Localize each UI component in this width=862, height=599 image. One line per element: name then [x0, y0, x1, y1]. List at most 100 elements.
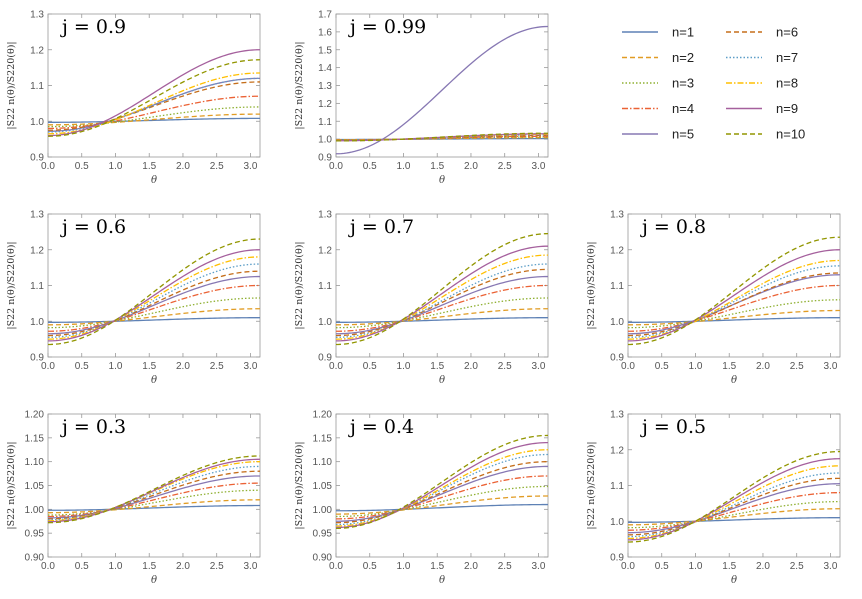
series-line-n-7: [47, 77, 261, 133]
series-line-n-1: [48, 117, 260, 123]
series-lines: [47, 238, 261, 346]
series-line-n-4: [627, 492, 841, 531]
series-line-n-4: [335, 475, 549, 520]
legend-label: n=4: [672, 101, 694, 116]
legend-item: n=9: [726, 101, 798, 116]
x-tick-label: 0.0: [329, 161, 343, 172]
y-tick-label: 1.3: [318, 81, 332, 92]
legend-item: n=2: [622, 50, 694, 65]
series-line-n-3: [47, 489, 261, 516]
x-tick-label: 1.0: [689, 361, 703, 372]
y-tick-label: 1.00: [313, 505, 333, 516]
legend-label: n=9: [776, 101, 798, 116]
panels: 0.9 1.0 1.1 1.2 1.3 0.0 0.5 1.0 1.5 2.0 2.5 3.0 θ |S2…: [6, 10, 841, 586]
series-line-n-2: [336, 308, 548, 326]
legend-item: n=8: [726, 76, 798, 91]
y-tick-label: 1.2: [318, 245, 332, 256]
legend-label: n=7: [776, 50, 798, 65]
series-line-n-9: [47, 249, 261, 342]
y-tick-label: 1.1: [318, 117, 332, 128]
legend-label: n=10: [776, 127, 805, 142]
y-tick-label: 1.10: [313, 457, 333, 468]
series-line-n-3: [627, 500, 841, 529]
series-line-n-8: [47, 461, 261, 522]
x-axis-label: θ: [731, 575, 737, 586]
series-line-n-6: [47, 270, 261, 337]
y-tick-label: 1.0: [610, 517, 624, 528]
panel-title: j = 0.6: [60, 216, 126, 238]
series-line-n-4: [47, 95, 261, 130]
y-tick-label: 1.0: [318, 135, 332, 146]
y-tick-label: 0.95: [25, 529, 45, 540]
series-line-n-9: [47, 458, 261, 523]
series-line-n-3: [47, 106, 261, 128]
series-line-n-9: [47, 49, 261, 137]
y-tick-label: 1.5: [318, 45, 332, 56]
x-tick-label: 0.5: [75, 161, 89, 172]
series-line-n-10: [47, 59, 261, 137]
y-axis-label: |S22 n(θ)/S220(θ)|: [6, 241, 17, 329]
x-tick-label: 2.5: [210, 361, 224, 372]
y-tick-label: 0.9: [610, 353, 624, 364]
x-tick-label: 0.0: [329, 561, 343, 572]
panel-title: j = 0.8: [640, 216, 706, 238]
series-line-n-7: [47, 263, 261, 338]
series-line-n-2: [47, 113, 260, 126]
y-tick-label: 1.1: [30, 81, 44, 92]
series-line-n-4: [47, 482, 261, 518]
x-tick-label: 3.0: [823, 361, 837, 372]
series-line-n-1: [48, 317, 260, 323]
y-tick-label: 1.10: [25, 457, 45, 468]
series-line-n-1: [628, 517, 840, 523]
x-tick-label: 0.5: [75, 561, 89, 572]
y-axis-label: |S22 n(θ)/S220(θ)|: [294, 241, 305, 329]
series-line-n-5: [627, 274, 841, 335]
y-tick-label: 1.1: [610, 281, 624, 292]
series-line-n-4: [627, 284, 841, 332]
x-tick-label: 0.0: [621, 361, 635, 372]
x-tick-label: 0.5: [75, 361, 89, 372]
series-line-n-1: [47, 504, 260, 511]
legend-item: n=5: [622, 127, 694, 142]
series-line-n-3: [47, 297, 261, 329]
y-tick-label: 1.20: [313, 410, 333, 421]
panel-title: j = 0.99: [348, 16, 426, 38]
legend-item: n=6: [726, 25, 798, 40]
series-line-n-9: [627, 249, 841, 342]
x-tick-label: 1.5: [142, 161, 156, 172]
legend-label: n=8: [776, 76, 798, 91]
series-line-n-5: [47, 475, 261, 519]
y-tick-label: 1.00: [25, 505, 45, 516]
legend-label: n=5: [672, 127, 694, 142]
chart-panel-5: 0.9 1.0 1.1 1.2 1.3 0.0 0.5 1.0 1.5 2.0 2.5 3.0 θ |S2…: [586, 210, 841, 386]
chart-panel-4: 0.9 1.0 1.1 1.2 1.3 0.0 0.5 1.0 1.5 2.0 2.5 3.0 θ |S2…: [294, 210, 549, 386]
legend-label: n=1: [672, 25, 694, 40]
x-tick-label: 0.0: [329, 361, 343, 372]
legend-label: n=3: [672, 76, 694, 91]
series-lines: [47, 455, 261, 524]
series-line-n-10: [335, 434, 549, 530]
series-line-n-5: [335, 465, 549, 522]
y-tick-label: 1.0: [30, 317, 44, 328]
y-axis-label: |S22 n(θ)/S220(θ)|: [586, 441, 597, 529]
series-lines: [627, 450, 841, 543]
x-axis-label: θ: [151, 175, 157, 186]
x-tick-label: 2.0: [756, 361, 770, 372]
x-tick-label: 2.0: [464, 361, 478, 372]
series-line-n-6: [627, 477, 841, 536]
x-tick-label: 0.0: [41, 361, 55, 372]
x-tick-label: 0.5: [363, 361, 377, 372]
series-line-n-6: [335, 461, 549, 524]
series-line-n-2: [48, 499, 260, 514]
series-line-n-2: [48, 308, 260, 326]
x-tick-label: 1.0: [397, 361, 411, 372]
series-lines: [47, 49, 261, 137]
y-tick-label: 0.9: [30, 153, 44, 164]
x-tick-label: 1.5: [430, 561, 444, 572]
series-line-n-2: [628, 309, 840, 326]
series-lines: [627, 236, 841, 346]
x-tick-label: 1.5: [722, 361, 736, 372]
y-tick-label: 0.9: [30, 353, 44, 364]
x-tick-label: 1.5: [142, 361, 156, 372]
